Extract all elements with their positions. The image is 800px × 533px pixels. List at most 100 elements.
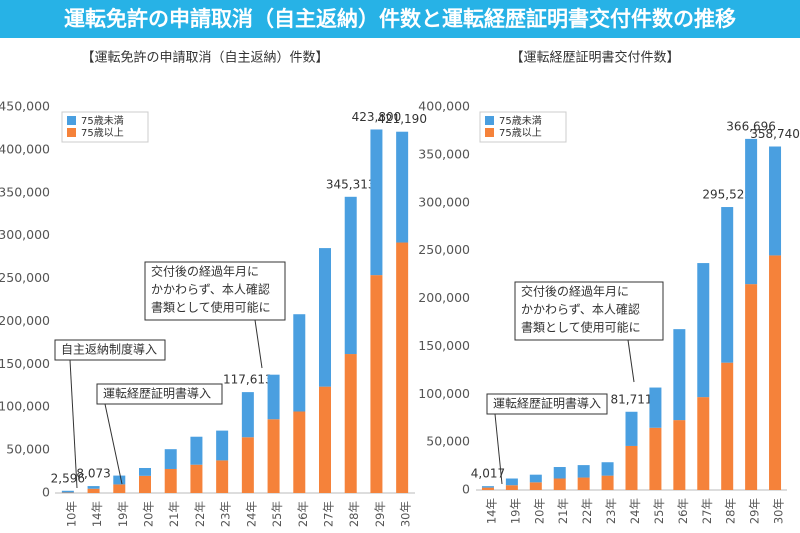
legend-swatch — [67, 116, 76, 125]
bar-segment — [529, 482, 542, 490]
bar-segment — [673, 329, 686, 421]
bar-segment — [241, 437, 254, 493]
y-tick-label: 250,000 — [418, 242, 470, 257]
bar-segment — [396, 242, 409, 493]
bar-segment — [113, 475, 126, 485]
x-tick-label: 26年 — [296, 501, 310, 527]
bar-segment — [481, 486, 494, 488]
bar-segment — [625, 445, 638, 490]
callout-line — [254, 319, 263, 369]
y-tick-label: 400,000 — [418, 99, 470, 114]
bar-segment — [745, 284, 758, 490]
x-tick-label: 22年 — [580, 498, 594, 524]
bar-segment — [344, 196, 357, 355]
legend-box — [61, 111, 149, 143]
total-label: 4,017 — [471, 467, 505, 481]
x-tick-label: 30年 — [772, 498, 786, 524]
bar-segment — [697, 263, 710, 398]
legend-label: 75歳以上 — [81, 127, 124, 139]
bar-segment — [61, 490, 74, 493]
annotation-box — [486, 393, 608, 415]
y-tick-label: 50,000 — [6, 442, 50, 457]
bar-segment — [293, 411, 306, 493]
bar-segment — [769, 255, 782, 490]
x-tick-label: 28年 — [724, 498, 738, 524]
y-tick-label: 250,000 — [0, 270, 50, 285]
y-tick-label: 150,000 — [418, 338, 470, 353]
x-tick-label: 25年 — [270, 501, 284, 527]
x-tick-label: 14年 — [484, 498, 498, 524]
legend-label: 75歳以上 — [499, 127, 542, 139]
chart-title: 【運転経歴証明書交付件数】 — [510, 50, 679, 66]
y-tick-label: 300,000 — [418, 194, 470, 209]
total-label: 366,696 — [726, 119, 776, 133]
annotation-text: 書類として使用可能に — [521, 320, 641, 335]
total-label: 423,800 — [352, 110, 402, 124]
x-tick-label: 26年 — [676, 498, 690, 524]
annotation-text: かかわらず、本人確認 — [151, 282, 270, 297]
legend-swatch — [485, 116, 494, 125]
x-tick-label: 14年 — [90, 501, 104, 527]
header-bar — [0, 0, 800, 38]
bar-segment — [697, 397, 710, 490]
total-label: 421,190 — [377, 112, 427, 126]
total-label: 345,313 — [326, 177, 376, 191]
x-tick-label: 20年 — [532, 498, 546, 524]
x-tick-label: 23年 — [604, 498, 618, 524]
y-tick-label: 100,000 — [0, 399, 50, 414]
y-tick-label: 350,000 — [418, 146, 470, 161]
annotation-box — [96, 383, 223, 405]
annotation-box — [54, 339, 166, 361]
x-tick-label: 24年 — [244, 501, 258, 527]
bar-segment — [293, 314, 306, 412]
bar-segment — [673, 420, 686, 490]
y-tick-label: 0 — [42, 485, 50, 500]
legend-box — [479, 111, 567, 143]
x-tick-label: 21年 — [167, 501, 181, 527]
bar-segment — [370, 275, 383, 493]
bar-segment — [370, 129, 383, 276]
x-tick-label: 22年 — [193, 501, 207, 527]
bar-segment — [190, 464, 203, 493]
bar-segment — [577, 465, 590, 478]
x-tick-label: 10年 — [64, 501, 78, 527]
legend-swatch — [67, 128, 76, 137]
bar-segment — [769, 146, 782, 256]
y-tick-label: 150,000 — [0, 356, 50, 371]
bar-segment — [87, 486, 100, 489]
y-tick-label: 200,000 — [418, 290, 470, 305]
bar-segment — [319, 386, 331, 493]
bar-segment — [164, 449, 177, 469]
chart-title: 【運転免許の申請取消（自主返納）件数】 — [81, 51, 328, 66]
callout-line — [69, 359, 78, 489]
x-tick-label: 24年 — [628, 498, 642, 524]
annotation-box — [514, 281, 664, 341]
callout-line — [494, 413, 503, 485]
x-tick-label: 29年 — [373, 501, 387, 527]
x-tick-label: 21年 — [556, 498, 570, 524]
bar-segment — [601, 475, 614, 490]
total-label: 117,613 — [223, 373, 273, 387]
callout-line — [627, 339, 635, 383]
callout-line — [104, 403, 123, 485]
annotation-text: 自主返納制度導入 — [61, 342, 157, 357]
x-tick-label: 23年 — [219, 501, 233, 527]
bar-segment — [319, 248, 331, 387]
total-label: 81,711 — [611, 392, 653, 406]
bar-segment — [625, 411, 638, 446]
annotation-box — [144, 261, 286, 321]
annotation-text: 書類として使用可能に — [151, 300, 271, 315]
y-tick-label: 100,000 — [418, 386, 470, 401]
bar-segment — [344, 354, 357, 493]
bar-segment — [216, 430, 229, 461]
legend-swatch — [485, 128, 494, 137]
bar-segment — [190, 436, 203, 465]
bar-segment — [529, 474, 542, 483]
header-title: 運転免許の申請取消（自主返納）件数と運転経歴証明書交付件数の推移 — [64, 7, 736, 31]
bar-segment — [601, 462, 614, 476]
y-tick-label: 50,000 — [426, 434, 470, 449]
x-tick-label: 27年 — [700, 498, 714, 524]
bar-segment — [113, 484, 126, 493]
y-tick-label: 300,000 — [0, 227, 50, 242]
